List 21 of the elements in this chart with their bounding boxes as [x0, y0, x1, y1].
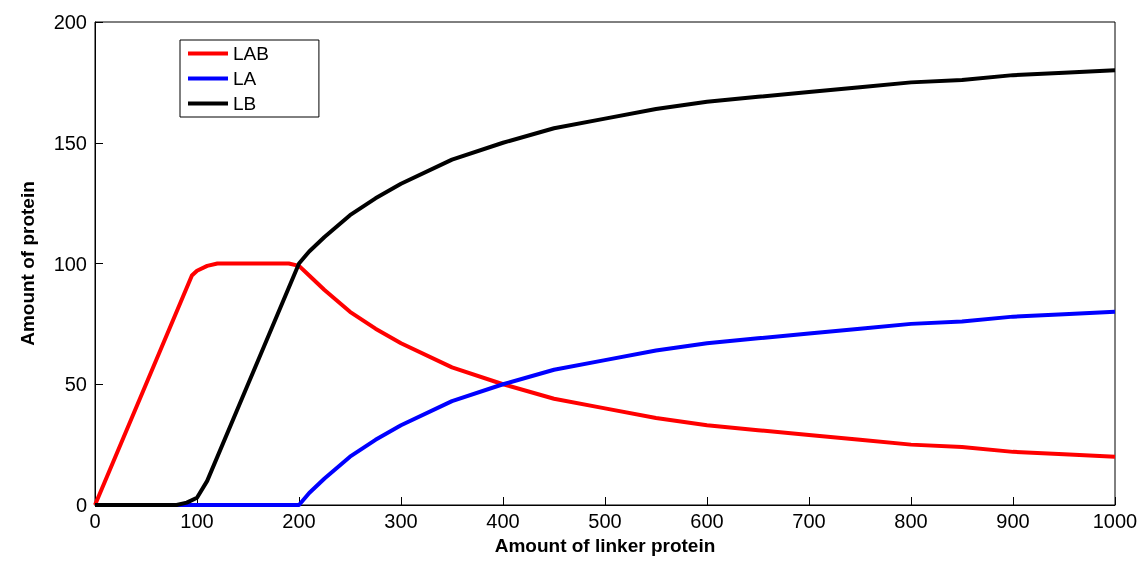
y-tick-label: 50	[64, 373, 87, 396]
y-tick-label: 100	[53, 252, 87, 275]
legend-label: LAB	[233, 43, 269, 64]
legend-label: LB	[233, 93, 257, 114]
x-tick-label: 500	[588, 510, 622, 532]
x-tick-label: 0	[89, 510, 101, 532]
x-tick-label: 900	[996, 510, 1030, 532]
x-tick-label: 300	[384, 510, 418, 532]
y-tick-label: 200	[53, 11, 87, 33]
x-tick-label: 1000	[1092, 510, 1138, 532]
x-axis-title: Amount of linker protein	[494, 534, 716, 556]
x-tick-label: 400	[486, 510, 520, 532]
x-tick-label: 100	[180, 510, 214, 532]
x-tick-label: 700	[792, 510, 826, 532]
y-tick-label: 0	[75, 494, 87, 516]
x-tick-label: 200	[282, 510, 316, 532]
y-tick-label: 150	[53, 131, 87, 154]
legend-label: LA	[233, 68, 257, 89]
x-tick-label: 600	[690, 510, 724, 532]
x-tick-label: 800	[894, 510, 928, 532]
y-axis-title: Amount of protein	[17, 181, 38, 346]
